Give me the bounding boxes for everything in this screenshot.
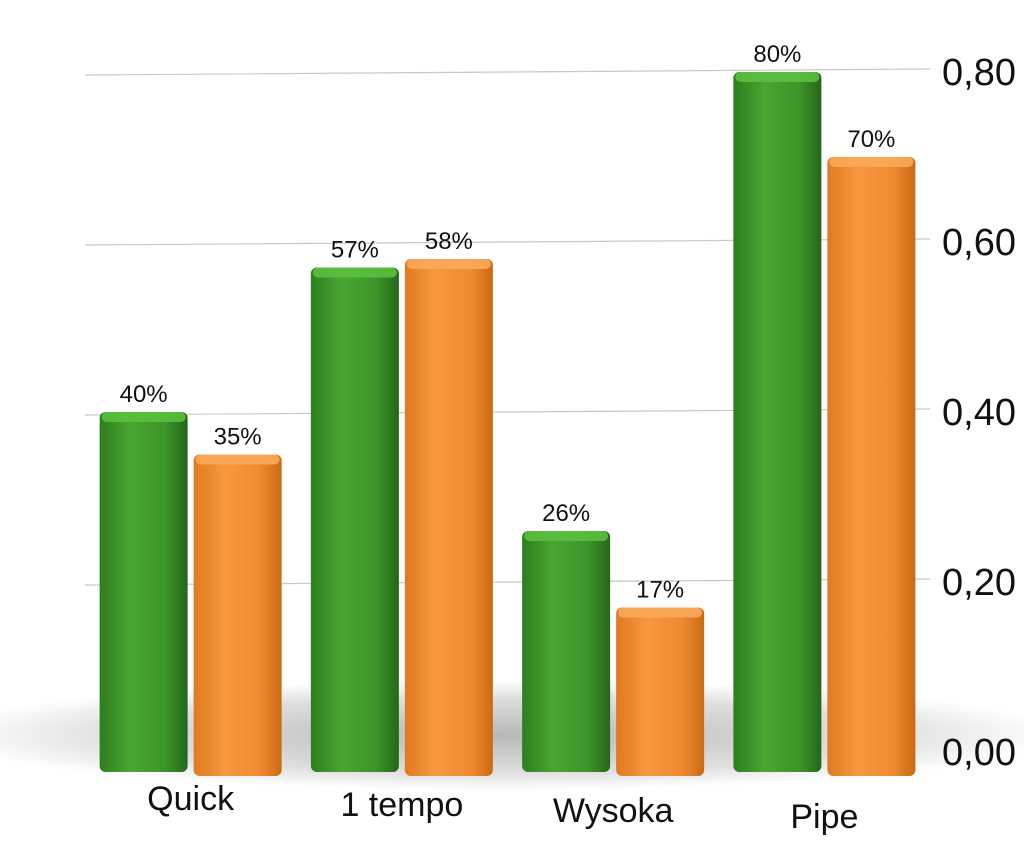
x-category-label: Wysoka bbox=[553, 792, 674, 830]
bar-body bbox=[522, 531, 611, 772]
y-axis-ticks: 0,00 0,20 0,40 0,60 0,80 bbox=[942, 52, 1016, 774]
y-tick-label: 0,40 bbox=[942, 392, 1016, 434]
bar-body bbox=[193, 454, 282, 776]
bar-body bbox=[616, 607, 705, 776]
bar bbox=[193, 454, 282, 776]
bars: 40% 35% 57% 58% 26% 17% 80% 70% bbox=[99, 41, 916, 776]
data-label: 70% bbox=[847, 126, 895, 153]
y-tick-label: 0,60 bbox=[942, 222, 1016, 264]
y-tick-label: 0,00 bbox=[942, 732, 1016, 774]
bar-top bbox=[618, 607, 703, 618]
bar-top bbox=[406, 259, 491, 269]
gridline bbox=[84, 68, 931, 76]
bar bbox=[827, 157, 916, 776]
bar bbox=[733, 72, 822, 772]
bar-top bbox=[829, 157, 914, 167]
y-tick-label: 0,80 bbox=[942, 52, 1016, 94]
x-category-label: 1 tempo bbox=[340, 786, 463, 824]
bar-body bbox=[99, 412, 188, 772]
y-tick-label: 0,20 bbox=[942, 562, 1016, 604]
data-label: 58% bbox=[425, 228, 473, 255]
bar bbox=[404, 259, 493, 776]
bar-top bbox=[101, 412, 186, 422]
data-label: 80% bbox=[753, 41, 801, 68]
bar-body bbox=[404, 259, 493, 776]
bar bbox=[616, 607, 705, 776]
bar-body bbox=[733, 72, 822, 772]
bar bbox=[522, 531, 611, 772]
data-label: 26% bbox=[542, 500, 590, 527]
bar-top bbox=[195, 454, 280, 465]
data-label: 40% bbox=[120, 381, 168, 408]
bar bbox=[99, 412, 188, 772]
data-label: 17% bbox=[636, 577, 684, 604]
bar-top bbox=[735, 72, 820, 82]
bar-top bbox=[312, 267, 397, 278]
x-category-label: Quick bbox=[147, 780, 235, 818]
bar-top bbox=[524, 531, 609, 541]
data-label: 35% bbox=[214, 424, 262, 451]
x-axis-labels: Quick 1 tempo Wysoka Pipe bbox=[147, 780, 858, 836]
x-category-label: Pipe bbox=[790, 798, 858, 836]
bar-body bbox=[310, 267, 399, 772]
data-label: 57% bbox=[331, 237, 379, 264]
bar-body bbox=[827, 157, 916, 776]
bar bbox=[310, 267, 399, 772]
